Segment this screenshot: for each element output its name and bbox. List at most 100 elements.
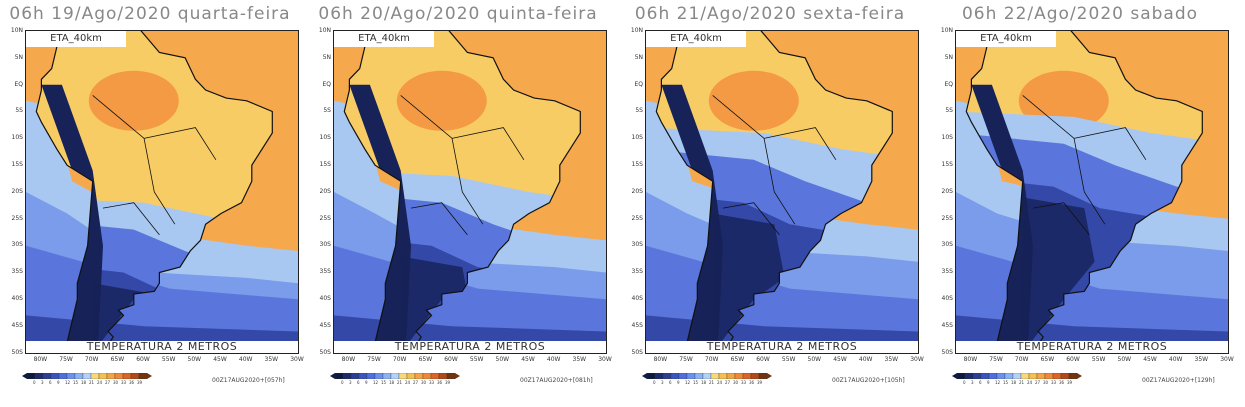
- run-label: 00Z17AUG2020+[105h]: [832, 377, 905, 384]
- coastline: [35, 31, 273, 353]
- colorbar-swatch: [726, 373, 736, 379]
- coastline: [965, 31, 1203, 353]
- colorbar-label: 36: [129, 380, 135, 385]
- colorbar-swatch: [956, 373, 966, 379]
- lat-label: 40S: [11, 295, 23, 302]
- lon-label: 65W: [730, 356, 745, 363]
- colorbar-swatch: [422, 373, 432, 379]
- colorbar-label: 3: [661, 380, 664, 385]
- colorbar-swatch: [34, 373, 44, 379]
- colorbar-swatch: [702, 373, 712, 379]
- colorbar-label: 15: [693, 380, 699, 385]
- colorbar-swatch: [130, 373, 140, 379]
- lon-label: 55W: [469, 356, 484, 363]
- colorbar-swatch: [446, 373, 456, 379]
- colorbar-label: 30: [1043, 380, 1049, 385]
- lat-label: 35S: [941, 268, 953, 276]
- colorbar: [22, 373, 152, 379]
- lat-label: 10N: [940, 27, 953, 34]
- colorbar-label: 27: [1035, 380, 1041, 385]
- colorbar-swatch: [972, 373, 982, 379]
- lon-label: 75W: [989, 356, 1003, 363]
- lat-label: 5N: [634, 53, 643, 61]
- map-frame: ETA_40km TEMPERATURA 2 METROS: [333, 30, 607, 354]
- lon-label: 30W: [1220, 356, 1234, 363]
- colorbar-swatch: [334, 373, 344, 379]
- colorbar-swatch: [122, 373, 132, 379]
- forecast-panel: 06h 22/Ago/2020 sabado ETA_40km TEMPERAT…: [930, 0, 1240, 407]
- colorbar-swatch: [382, 373, 392, 379]
- panel-title: 06h 21/Ago/2020 sexta-feira: [634, 4, 906, 24]
- colorbar-swatch: [996, 373, 1006, 379]
- colorbar-label: 6: [357, 380, 360, 385]
- lat-label: 5N: [944, 53, 953, 61]
- colorbar-label: 12: [65, 380, 71, 385]
- variable-label: TEMPERATURA 2 METROS: [334, 341, 606, 353]
- colorbar-swatch: [342, 373, 352, 379]
- colorbar-label: 3: [349, 380, 352, 385]
- colorbar-label: 24: [405, 380, 411, 385]
- lat-label: 40S: [631, 295, 643, 302]
- colorbar-swatch: [414, 373, 424, 379]
- colorbar: [330, 373, 460, 379]
- forecast-panel: 06h 21/Ago/2020 sexta-feira ETA_40km TEM…: [620, 0, 930, 407]
- colorbar-swatch: [350, 373, 360, 379]
- lat-label: 20S: [631, 187, 643, 195]
- lat-label: 40S: [319, 295, 331, 302]
- colorbar-label: 18: [389, 380, 395, 385]
- lat-label: 15S: [11, 161, 23, 168]
- colorbar-swatch: [50, 373, 60, 379]
- lat-label: EQ: [634, 80, 643, 88]
- lon-label: 50W: [1117, 356, 1132, 363]
- colorbar-label: 30: [733, 380, 739, 385]
- colorbar-label: 12: [373, 380, 379, 385]
- lat-label: 5S: [323, 107, 331, 115]
- lat-label: 10S: [11, 134, 23, 142]
- forecast-panel: 06h 20/Ago/2020 quinta-feira ETA_40km TE…: [308, 0, 618, 407]
- variable-label: TEMPERATURA 2 METROS: [956, 341, 1228, 353]
- lon-label: 70W: [1014, 356, 1029, 363]
- lon-label: 50W: [807, 356, 822, 363]
- colorbar-swatch: [138, 373, 148, 379]
- colorbar-swatch: [646, 373, 656, 379]
- colorbar-swatch: [694, 373, 704, 379]
- coastline: [343, 31, 581, 353]
- colorbar-label: 9: [365, 380, 368, 385]
- colorbar-swatch: [26, 373, 36, 379]
- lat-label: 15S: [941, 161, 953, 168]
- lat-label: 50S: [11, 348, 23, 356]
- lat-label: EQ: [14, 80, 23, 88]
- colorbar-label: 33: [741, 380, 747, 385]
- colorbar-label: 6: [49, 380, 52, 385]
- colorbar-label: 18: [701, 380, 707, 385]
- lat-label: 25S: [319, 214, 331, 222]
- colorbar-label: 15: [1003, 380, 1009, 385]
- colorbar-label: 3: [971, 380, 974, 385]
- temperature-map: [956, 31, 1228, 353]
- colorbar-swatch: [734, 373, 744, 379]
- lon-label: 35W: [264, 356, 279, 363]
- lon-label: 45W: [1143, 356, 1157, 363]
- lat-label: 45S: [941, 321, 953, 329]
- lon-label: 35W: [884, 356, 899, 363]
- colorbar-swatch: [66, 373, 76, 379]
- lat-label: 10S: [319, 134, 331, 142]
- lat-label: 45S: [11, 321, 23, 329]
- lat-label: 35S: [11, 268, 23, 276]
- colorbar-label: 3: [41, 380, 44, 385]
- lon-label: 55W: [1091, 356, 1106, 363]
- lon-label: 75W: [679, 356, 693, 363]
- lon-label: 45W: [521, 356, 535, 363]
- run-label: 00Z17AUG2020+[129h]: [1142, 377, 1215, 384]
- colorbar-label: 0: [653, 380, 656, 385]
- colorbar-label: 9: [987, 380, 990, 385]
- model-label: ETA_40km: [646, 31, 746, 47]
- colorbar: [642, 373, 772, 379]
- lon-label: 75W: [367, 356, 381, 363]
- lon-label: 40W: [238, 356, 253, 363]
- colorbar-swatch: [1068, 373, 1078, 379]
- colorbar-swatch: [106, 373, 116, 379]
- lat-label: 10N: [630, 27, 643, 34]
- colorbar-label: 24: [1027, 380, 1033, 385]
- map-frame: ETA_40km TEMPERATURA 2 METROS: [955, 30, 1229, 354]
